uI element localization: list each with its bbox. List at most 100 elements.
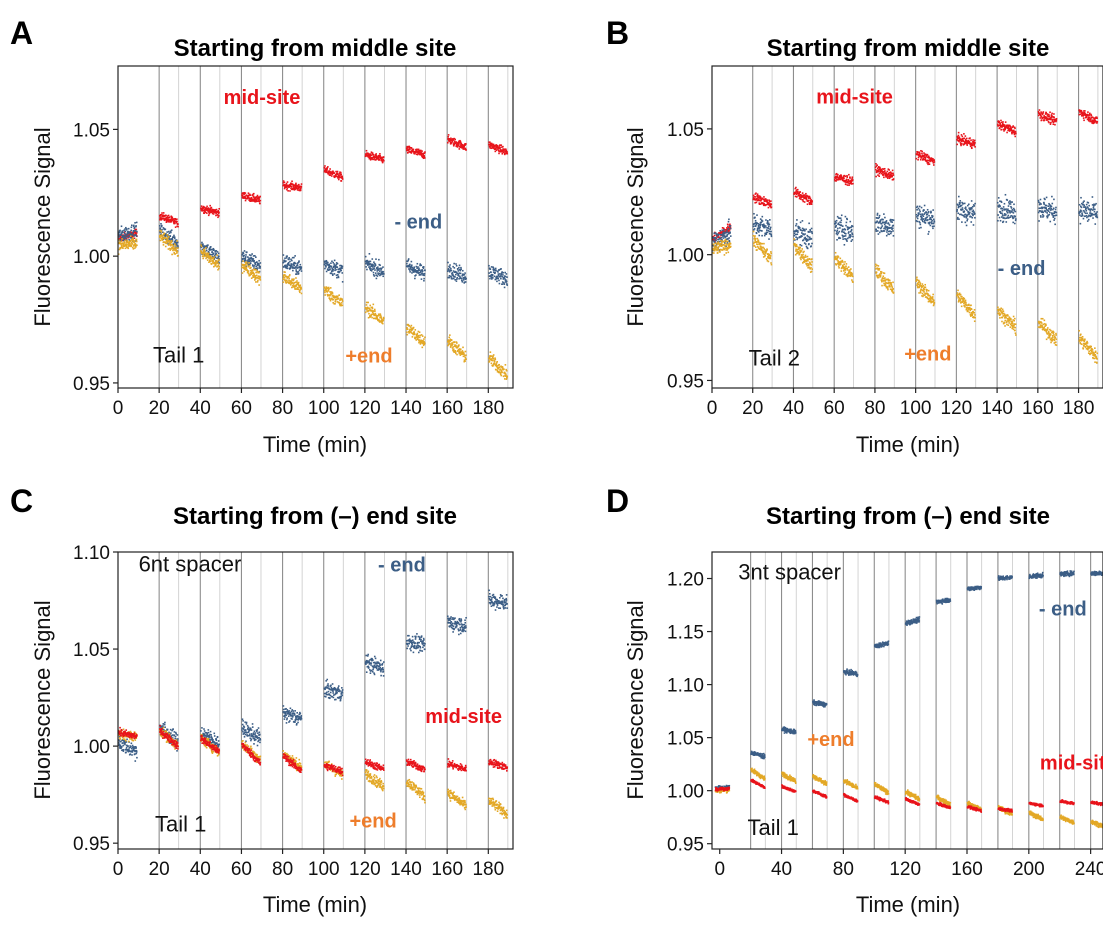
data-point [121,245,123,248]
data-point [756,222,759,224]
data-point [161,217,164,220]
data-point [725,240,728,243]
data-point [123,238,126,241]
data-point [1042,215,1045,217]
data-point [201,248,204,251]
data-point [409,271,411,273]
data-point [495,363,498,366]
data-point [448,275,451,277]
data-point [767,253,769,255]
data-point [887,172,890,175]
data-point [837,255,839,257]
data-point [884,173,887,176]
data-point [292,283,295,285]
data-point [419,153,422,156]
data-point [177,245,179,247]
data-point [251,272,253,275]
data-point [1052,123,1055,126]
data-point [801,227,804,230]
data-point [884,170,886,172]
data-point [759,229,761,232]
data-point [1038,109,1041,111]
data-point [448,276,451,279]
data-point [962,202,964,205]
data-point [382,275,384,278]
data-point [885,234,888,237]
data-point [215,252,217,255]
data-point [963,137,966,140]
data-point [170,220,173,222]
data-point [849,220,852,223]
data-point [759,224,762,227]
data-point [205,257,207,260]
data-point [809,229,812,232]
data-point [727,238,729,240]
data-point [252,271,255,274]
data-point [1093,119,1096,122]
data-point [327,290,330,292]
data-point [798,192,800,195]
data-point [712,239,714,241]
data-point [258,198,260,201]
data-point [757,230,759,232]
data-point [296,263,299,265]
data-point [972,214,974,217]
data-point [168,232,171,234]
data-point [244,258,246,261]
data-point [801,194,803,197]
data-point [804,254,807,257]
data-point [764,226,766,229]
data-point [125,237,128,240]
data-point [729,232,731,235]
data-point [455,341,458,343]
data-point [919,153,921,155]
data-point [459,140,462,143]
data-point [726,235,728,237]
data-point [1081,111,1083,114]
data-point [284,274,286,276]
data-point [497,273,500,275]
data-point [883,277,885,280]
data-point [506,375,509,378]
data-point [169,221,171,223]
data-point [376,317,379,320]
data-point [1046,212,1049,214]
data-point [334,264,337,267]
data-point [881,280,883,283]
data-point [501,275,504,278]
data-point [769,200,771,203]
data-point [160,214,163,216]
data-point [286,277,289,279]
data-point [448,342,451,344]
data-point [883,167,886,170]
data-point [1012,212,1015,214]
data-point [878,267,881,270]
data-point [752,234,755,237]
data-point [290,183,293,186]
data-point [1096,211,1098,213]
data-point [794,192,797,194]
data-point [208,255,211,258]
data-point [1095,202,1097,205]
data-point [1052,214,1055,217]
data-point [1087,111,1089,113]
data-point [377,266,379,268]
data-point [850,235,852,238]
data-point [406,327,408,329]
data-point [713,249,716,252]
data-point [175,247,178,249]
data-point [170,240,173,242]
data-point [374,272,377,274]
data-point [768,232,771,235]
data-point [838,177,841,180]
data-point [328,266,331,269]
data-point [134,245,137,247]
data-point [423,157,426,159]
data-point [172,245,175,248]
data-point [966,143,968,145]
data-point [843,177,845,180]
data-point [835,263,838,266]
data-point [915,220,918,222]
data-point [921,220,924,223]
data-point [453,143,456,146]
